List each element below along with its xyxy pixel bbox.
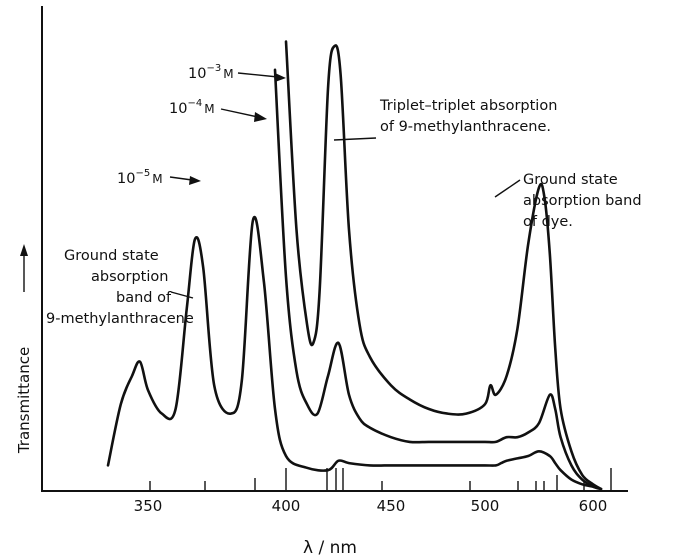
svg-text:of dye.: of dye. <box>523 214 573 230</box>
x-axis-label: λ / nm <box>303 538 357 556</box>
annotation-ground-state-dye: Ground state absorption band of dye. <box>494 172 642 230</box>
svg-text:10−5M: 10−5 M <box>117 168 163 187</box>
svg-text:of 9-methylanthracene.: of 9-methylanthracene. <box>380 119 551 135</box>
annotation-1e-4M: 10−4 M <box>169 98 267 122</box>
x-tick-labels: 350 400 450 500 600 <box>134 497 608 515</box>
x-tick-label: 600 <box>579 497 608 515</box>
annotation-triplet-absorption: Triplet–triplet absorption of 9-methylan… <box>333 98 557 141</box>
x-tick-label: 350 <box>134 497 163 515</box>
curve-series-2 <box>273 68 603 491</box>
svg-text:10−4M: 10−4 M <box>169 98 215 117</box>
annotation-1e-3M: 10−3 M <box>188 63 286 82</box>
svg-text:Triplet–triplet absorption: Triplet–triplet absorption <box>379 98 557 114</box>
annotation-ground-state-anthracene: Ground state absorption band of 9-methyl… <box>46 248 194 327</box>
svg-text:9-methylanthracene: 9-methylanthracene <box>46 311 194 327</box>
annotation-1e-5M: 10−5 M <box>117 168 201 187</box>
x-tick-label: 400 <box>272 497 301 515</box>
x-tick-label: 500 <box>471 497 500 515</box>
curve-series-3 <box>284 40 603 491</box>
x-tick-marks <box>149 468 612 491</box>
x-tick-label: 450 <box>377 497 406 515</box>
svg-text:Ground state: Ground state <box>523 172 618 188</box>
svg-text:band of: band of <box>116 290 172 306</box>
svg-text:absorption: absorption <box>91 269 168 285</box>
svg-text:absorption band: absorption band <box>523 193 642 209</box>
y-axis-label: Transmittance <box>15 347 33 454</box>
svg-text:Ground state: Ground state <box>64 248 159 264</box>
svg-text:10−3M: 10−3 M <box>188 63 234 82</box>
curve-series-1 <box>106 216 603 491</box>
y-axis-arrow <box>20 244 28 292</box>
